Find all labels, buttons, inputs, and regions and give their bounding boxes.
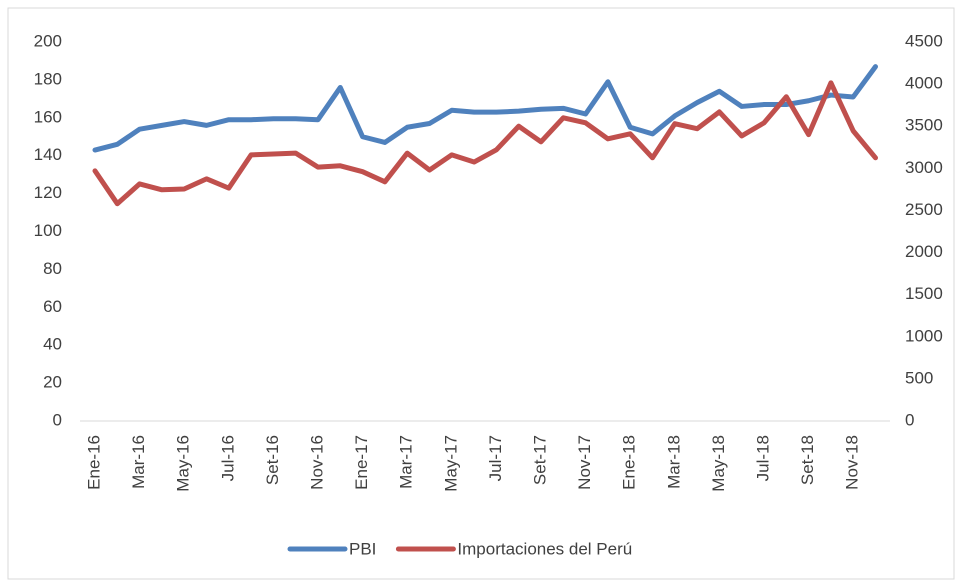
y2-tick-label: 4000 <box>905 74 943 93</box>
x-tick-label: May-18 <box>709 435 728 492</box>
x-tick-label: Ene-18 <box>620 435 639 490</box>
x-tick-label: May-17 <box>441 435 460 492</box>
y-tick-label: 180 <box>34 69 62 88</box>
x-tick-label: Nov-18 <box>843 435 862 490</box>
x-tick-label: Ene-16 <box>84 435 103 490</box>
x-tick-label: Set-16 <box>263 435 282 485</box>
y2-tick-label: 2000 <box>905 242 943 261</box>
x-tick-label: Nov-16 <box>307 435 326 490</box>
x-tick-label: Mar-17 <box>397 435 416 489</box>
y2-tick-label: 1500 <box>905 284 943 303</box>
y2-tick-label: 1000 <box>905 326 943 345</box>
y-tick-label: 0 <box>53 410 62 429</box>
y2-tick-label: 3000 <box>905 158 943 177</box>
series-line <box>92 80 878 207</box>
x-tick-label: Jul-17 <box>486 435 505 481</box>
y-tick-label: 100 <box>34 221 62 240</box>
x-tick-label: Mar-18 <box>664 435 683 489</box>
x-tick-label: Ene-17 <box>352 435 371 490</box>
y2-tick-label: 500 <box>905 368 933 387</box>
y2-tick-label: 3500 <box>905 116 943 135</box>
chart-frame <box>7 7 955 580</box>
series-line <box>92 64 878 153</box>
x-tick-label: Nov-17 <box>575 435 594 490</box>
y2-tick-label: 0 <box>905 410 914 429</box>
legend-label: Importaciones del Perú <box>457 539 632 558</box>
y2-tick-label: 2500 <box>905 200 943 219</box>
y-tick-label: 20 <box>43 373 62 392</box>
x-tick-label: May-16 <box>174 435 193 492</box>
legend-label: PBI <box>349 539 376 558</box>
x-tick-label: Mar-16 <box>129 435 148 489</box>
x-tick-label: Set-17 <box>530 435 549 485</box>
y2-tick-label: 4500 <box>905 31 943 50</box>
y-tick-label: 140 <box>34 145 62 164</box>
y-tick-label: 120 <box>34 183 62 202</box>
y-tick-label: 60 <box>43 297 62 316</box>
x-tick-label: Set-18 <box>798 435 817 485</box>
x-tick-label: Jul-16 <box>218 435 237 481</box>
x-tick-label: Jul-18 <box>753 435 772 481</box>
y-tick-label: 160 <box>34 107 62 126</box>
y-tick-label: 80 <box>43 259 62 278</box>
y-tick-label: 200 <box>34 31 62 50</box>
y-tick-label: 40 <box>43 335 62 354</box>
